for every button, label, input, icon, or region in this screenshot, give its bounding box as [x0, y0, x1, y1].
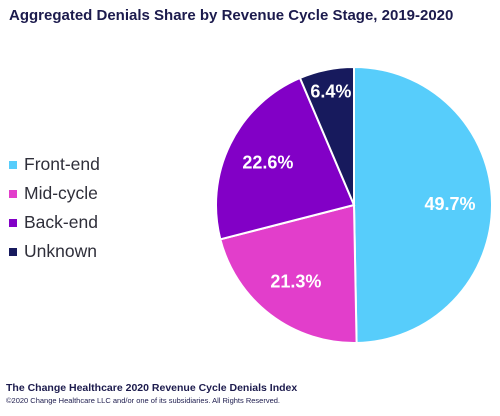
- pie-slice-back-end: [215, 76, 356, 241]
- legend-swatch-unknown: [9, 247, 17, 256]
- legend-swatch-front-end: [9, 160, 17, 169]
- legend-label-unknown: Unknown: [24, 241, 97, 261]
- pie-slice-unknown: [298, 65, 355, 206]
- legend-item-unknown: Unknown: [9, 237, 100, 266]
- chart-legend: Front-end Mid-cycle Back-end Unknown: [9, 150, 100, 266]
- footer: The Change Healthcare 2020 Revenue Cycle…: [6, 382, 297, 405]
- legend-item-front-end: Front-end: [9, 150, 100, 179]
- footer-copyright: ©2020 Change Healthcare LLC and/or one o…: [6, 396, 281, 405]
- pie-label-front-end: 49.7%: [424, 194, 475, 214]
- pie-slice-mid-cycle: [219, 203, 358, 344]
- legend-label-back-end: Back-end: [24, 212, 98, 232]
- pie-label-mid-cycle: 21.3%: [270, 271, 321, 291]
- pie-label-back-end: 22.6%: [242, 152, 293, 172]
- pie-slice-front-end: [353, 65, 493, 344]
- legend-item-back-end: Back-end: [9, 208, 100, 237]
- chart-title: Aggregated Denials Share by Revenue Cycl…: [9, 7, 454, 24]
- legend-label-front-end: Front-end: [24, 154, 100, 174]
- legend-label-mid-cycle: Mid-cycle: [24, 183, 98, 203]
- legend-item-mid-cycle: Mid-cycle: [9, 179, 100, 208]
- legend-swatch-back-end: [9, 218, 17, 227]
- pie-label-unknown: 6.4%: [310, 81, 351, 101]
- legend-swatch-mid-cycle: [9, 189, 17, 198]
- footer-title: The Change Healthcare 2020 Revenue Cycle…: [6, 382, 298, 394]
